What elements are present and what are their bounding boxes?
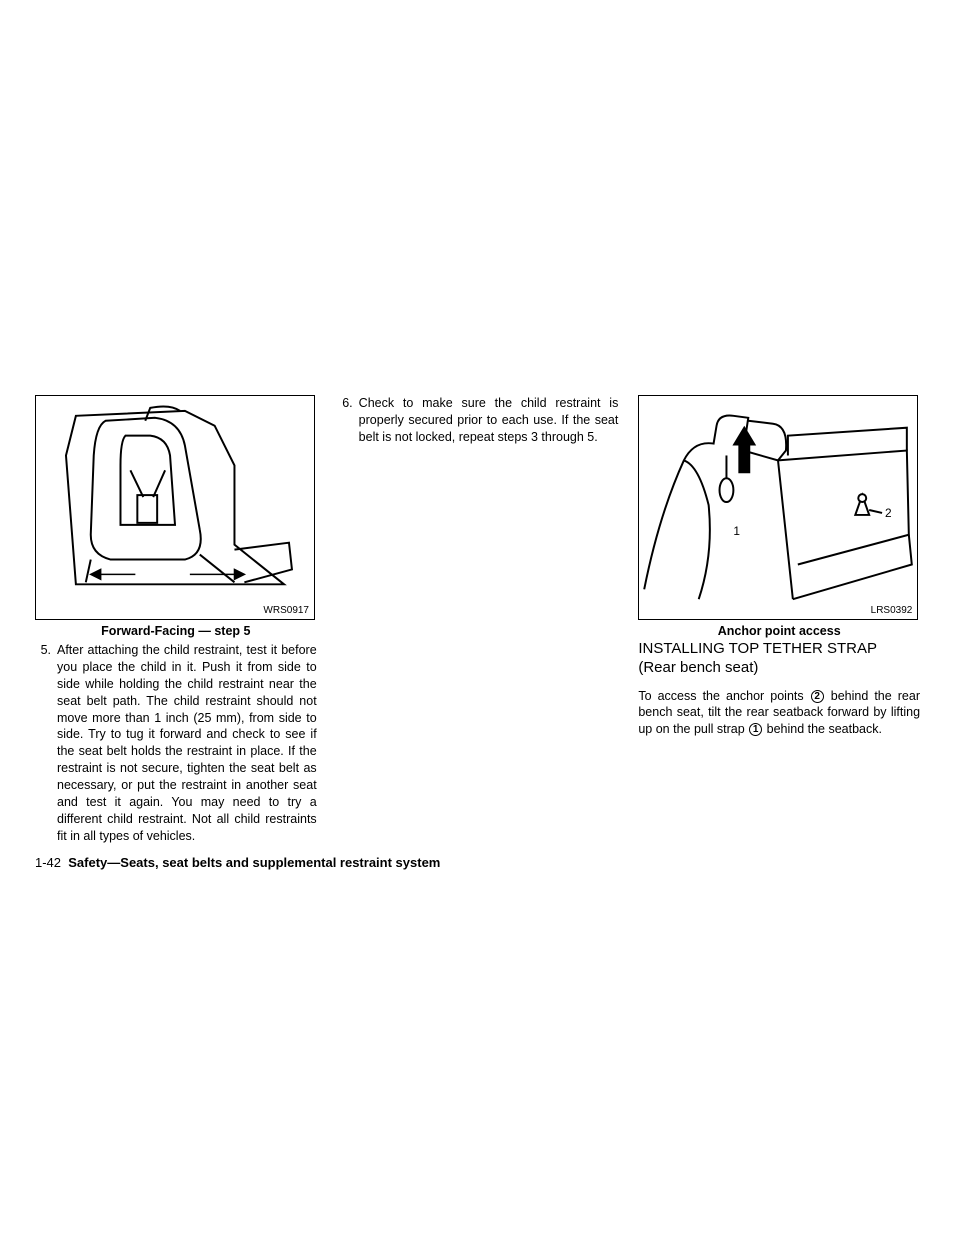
anchor-point-illustration: 1 2 — [639, 396, 917, 619]
figure-step5: WRS0917 — [35, 395, 315, 620]
para-part-3: behind the seatback. — [763, 722, 882, 736]
item-number: 5. — [35, 642, 57, 845]
column-2: 6. Check to make sure the child restrain… — [337, 395, 619, 845]
list-item-5: 5. After attaching the child restraint, … — [35, 642, 317, 845]
caption-anchor: Anchor point access — [638, 624, 920, 638]
child-seat-illustration — [36, 396, 314, 619]
column-3: 1 2 LRS0392 Anchor point access INSTALLI… — [638, 395, 920, 845]
item-number: 6. — [337, 395, 359, 446]
para-part-1: To access the anchor points — [638, 689, 809, 703]
anchor-label-2: 2 — [885, 506, 892, 520]
circled-1: 1 — [749, 723, 762, 736]
item-text: After attaching the child restraint, tes… — [57, 642, 317, 845]
figure-code-2: LRS0392 — [871, 605, 913, 616]
figure-anchor: 1 2 LRS0392 — [638, 395, 918, 620]
section-line1: INSTALLING TOP TETHER STRAP — [638, 640, 877, 657]
section-name: Safety—Seats, seat belts and supplementa… — [68, 855, 440, 870]
figure-code-1: WRS0917 — [263, 605, 309, 616]
page-number: 1-42 — [35, 855, 61, 870]
page-footer: 1-42 Safety—Seats, seat belts and supple… — [35, 855, 440, 870]
section-line2: (Rear bench seat) — [638, 659, 758, 676]
list-item-6: 6. Check to make sure the child restrain… — [337, 395, 619, 446]
caption-step5: Forward-Facing — step 5 — [35, 624, 317, 638]
anchor-access-paragraph: To access the anchor points 2 behind the… — [638, 688, 920, 739]
circled-2: 2 — [811, 690, 824, 703]
column-1: WRS0917 Forward-Facing — step 5 5. After… — [35, 395, 317, 845]
item-text: Check to make sure the child restraint i… — [359, 395, 619, 446]
section-heading: INSTALLING TOP TETHER STRAP (Rear bench … — [638, 640, 920, 678]
anchor-label-1: 1 — [734, 524, 741, 538]
